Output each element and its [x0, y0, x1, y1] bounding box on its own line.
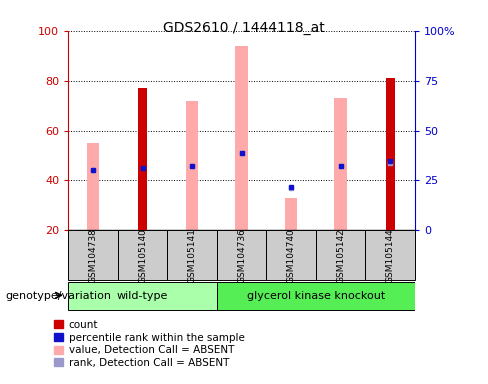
Bar	[68, 282, 217, 310]
Text: genotype/variation: genotype/variation	[5, 291, 111, 301]
Text: GSM105142: GSM105142	[336, 228, 345, 283]
Bar	[167, 230, 217, 280]
Bar	[118, 230, 167, 280]
Text: glycerol kinase knockout: glycerol kinase knockout	[246, 291, 385, 301]
Bar	[266, 230, 316, 280]
Text: GSM105140: GSM105140	[138, 228, 147, 283]
Bar	[138, 88, 147, 230]
Bar	[285, 198, 297, 230]
Legend: count, percentile rank within the sample, value, Detection Call = ABSENT, rank, : count, percentile rank within the sample…	[54, 320, 244, 368]
Bar	[217, 230, 266, 280]
Bar	[316, 230, 366, 280]
Text: GDS2610 / 1444118_at: GDS2610 / 1444118_at	[163, 21, 325, 35]
Bar	[334, 98, 347, 230]
Bar	[386, 78, 394, 230]
Text: GSM105141: GSM105141	[187, 228, 197, 283]
Text: wild-type: wild-type	[117, 291, 168, 301]
Text: GSM105144: GSM105144	[386, 228, 395, 283]
Bar	[68, 230, 118, 280]
Bar	[235, 46, 248, 230]
Bar	[186, 101, 198, 230]
Bar	[366, 230, 415, 280]
Text: GSM104736: GSM104736	[237, 228, 246, 283]
Bar	[87, 143, 99, 230]
Text: GSM104740: GSM104740	[286, 228, 296, 283]
Bar	[217, 282, 415, 310]
Text: GSM104738: GSM104738	[88, 228, 98, 283]
